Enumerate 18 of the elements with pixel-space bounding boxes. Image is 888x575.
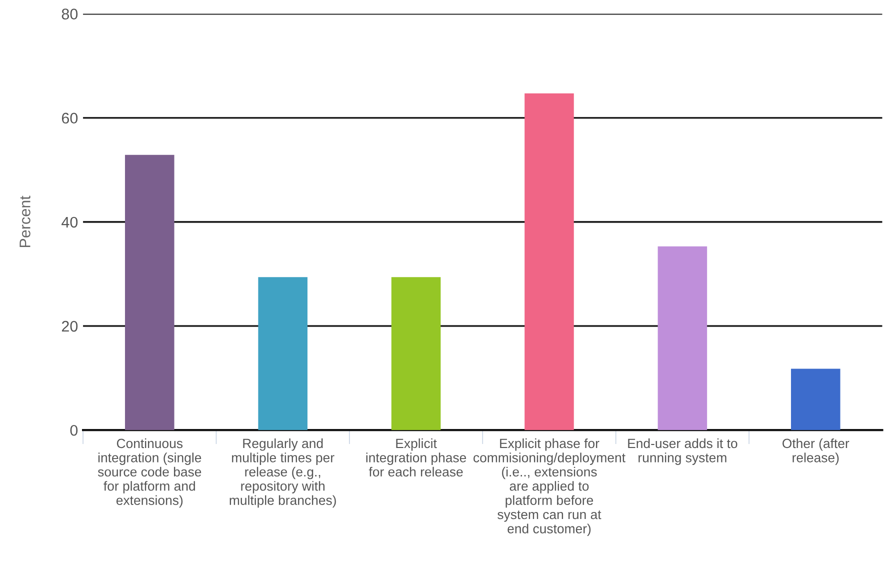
bar bbox=[524, 93, 574, 430]
bar bbox=[658, 246, 708, 430]
x-tick-label: Regularly and multiple times per release (e.g., repository with multiple branches) bbox=[230, 438, 336, 508]
y-tick-label: 0 bbox=[70, 424, 78, 436]
x-tick-label: Explicit integration phase for each release bbox=[366, 438, 466, 477]
y-tick-label: 40 bbox=[62, 216, 78, 228]
x-tick-label: End-user adds it to running system bbox=[628, 438, 738, 465]
x-tick-label: Continuous integration (single source code base for platform and extensions) bbox=[98, 438, 202, 508]
x-tick-label: Explicit phase for commisioning/deployment (i.e.., extensions are applied to platform before system can run at end customer) bbox=[474, 438, 626, 536]
bar bbox=[124, 154, 174, 430]
y-tick-label: 80 bbox=[62, 8, 78, 20]
bar bbox=[391, 277, 441, 430]
y-tick-label: 60 bbox=[62, 112, 78, 124]
bar bbox=[790, 368, 840, 430]
y-axis-title: Percent bbox=[20, 196, 30, 248]
x-tick-label: Other (after release) bbox=[782, 438, 850, 465]
y-tick-label: 20 bbox=[62, 320, 78, 332]
bar bbox=[258, 277, 308, 430]
